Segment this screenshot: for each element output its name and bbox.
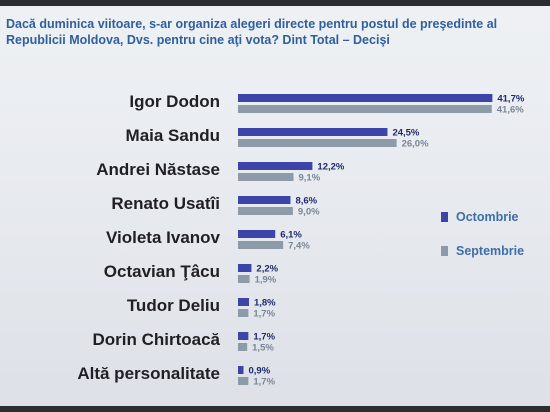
- legend-swatch: [441, 212, 448, 222]
- value-label: 2,2%: [256, 264, 278, 275]
- value-label: 0,9%: [248, 366, 270, 377]
- value-label: 1,7%: [253, 332, 275, 343]
- bar-septembrie: [238, 207, 293, 215]
- chart-title: Dacă duminica viitoare, s-ar organiza al…: [6, 17, 498, 47]
- value-label: 12,2%: [317, 162, 344, 173]
- value-label: 24,5%: [392, 128, 419, 139]
- value-label: 41,6%: [497, 105, 524, 116]
- category-label: Violeta Ivanov: [106, 228, 221, 247]
- bar-septembrie: [238, 275, 250, 283]
- value-label: 9,0%: [298, 207, 320, 218]
- value-label: 1,9%: [255, 275, 277, 286]
- bar-octombrie: [238, 366, 244, 374]
- value-label: 26,0%: [402, 139, 429, 150]
- value-label: 1,8%: [254, 298, 276, 309]
- bar-septembrie: [238, 241, 284, 249]
- category-label: Octavian Ţâcu: [104, 262, 220, 281]
- value-label: 1,7%: [253, 377, 275, 388]
- bar-septembrie: [238, 377, 249, 385]
- bar-octombrie: [238, 94, 493, 102]
- bar-octombrie: [238, 230, 276, 238]
- bar-septembrie: [238, 309, 249, 317]
- category-label: Dorin Chirtoacă: [92, 330, 220, 349]
- value-label: 1,7%: [253, 309, 275, 320]
- value-label: 41,7%: [497, 94, 524, 105]
- bar-septembrie: [238, 343, 248, 351]
- bar-octombrie: [238, 162, 313, 170]
- bar-septembrie: [238, 105, 492, 113]
- value-label: 1,5%: [252, 343, 274, 354]
- bar-octombrie: [238, 196, 291, 204]
- value-label: 6,1%: [280, 230, 302, 241]
- category-label: Renato Usatîi: [111, 194, 220, 213]
- value-label: 8,6%: [295, 196, 317, 207]
- value-label: 9,1%: [299, 173, 321, 184]
- bar-octombrie: [238, 264, 252, 272]
- bar-octombrie: [238, 128, 388, 136]
- bar-octombrie: [238, 332, 249, 340]
- bar-septembrie: [238, 139, 397, 147]
- category-label: Igor Dodon: [129, 92, 220, 111]
- legend-label: Octombrie: [456, 210, 519, 224]
- bar-chart: Igor Dodon 41,7%41,6% Maia Sandu 24,5%26,0%…: [77, 92, 525, 388]
- bar-septembrie: [238, 173, 294, 181]
- bar-octombrie: [238, 298, 249, 306]
- category-label: Andrei Năstase: [96, 160, 220, 179]
- category-label: Maia Sandu: [126, 126, 220, 145]
- category-label: Tudor Deliu: [127, 296, 220, 315]
- category-label: Altă personalitate: [77, 364, 220, 383]
- legend-label: Septembrie: [456, 244, 524, 258]
- value-label: 7,4%: [288, 241, 310, 252]
- projector-screen: Dacă duminica viitoare, s-ar organiza al…: [0, 6, 550, 406]
- legend-swatch: [441, 246, 448, 256]
